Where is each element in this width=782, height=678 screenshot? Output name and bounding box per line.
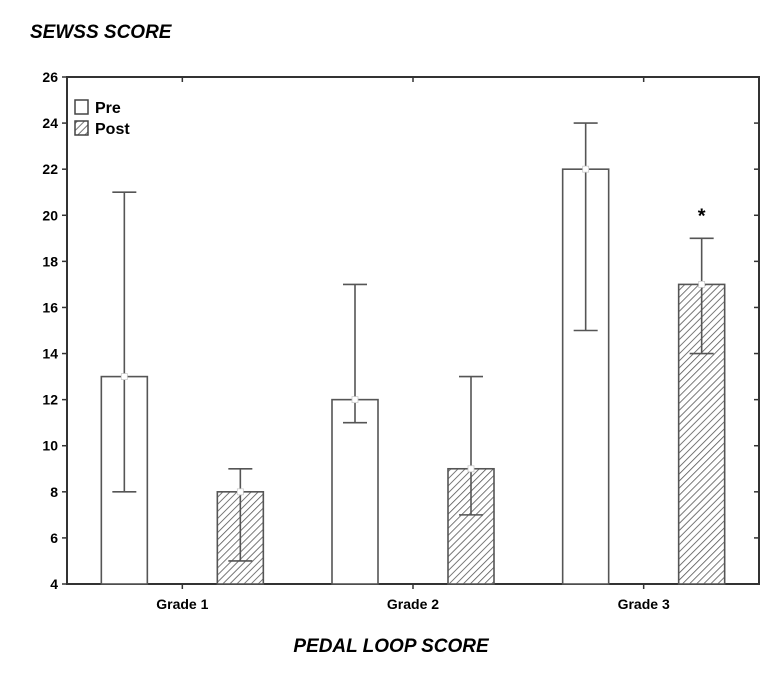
x-tick-label: Grade 3 xyxy=(618,596,670,612)
y-tick-label: 10 xyxy=(42,438,58,454)
y-tick-label: 16 xyxy=(42,299,58,315)
legend-swatch-post xyxy=(74,120,89,136)
y-tick-label: 24 xyxy=(42,115,58,131)
mean-marker xyxy=(698,281,706,288)
bar-pre xyxy=(331,398,379,585)
significance-annotation: * xyxy=(698,205,706,227)
legend-label-pre: Pre xyxy=(95,100,121,117)
y-tick-label: 12 xyxy=(42,392,58,408)
y-tick-label: 6 xyxy=(50,530,58,546)
mean-marker xyxy=(582,165,590,173)
x-tick-label: Grade 1 xyxy=(156,596,208,612)
mean-marker xyxy=(467,465,475,473)
x-tick-label: Grade 2 xyxy=(387,596,439,612)
y-tick-label: 14 xyxy=(42,346,58,362)
x-axis-title: PEDAL LOOP SCORE xyxy=(293,636,489,657)
plot-frame xyxy=(66,76,760,585)
y-tick-label: 26 xyxy=(42,69,58,85)
legend-swatch-pre xyxy=(74,99,89,115)
y-tick-label: 8 xyxy=(50,484,58,500)
mean-marker xyxy=(351,396,359,404)
y-axis-title: SEWSS SCORE xyxy=(30,22,172,43)
legend-label-post: Post xyxy=(95,121,130,138)
mean-marker xyxy=(236,488,244,496)
y-tick-label: 20 xyxy=(42,207,58,223)
y-tick-label: 18 xyxy=(42,253,58,269)
y-tick-label: 22 xyxy=(42,161,58,177)
y-tick-label: 4 xyxy=(50,576,58,592)
bar-post xyxy=(447,467,495,585)
mean-marker xyxy=(120,373,128,380)
